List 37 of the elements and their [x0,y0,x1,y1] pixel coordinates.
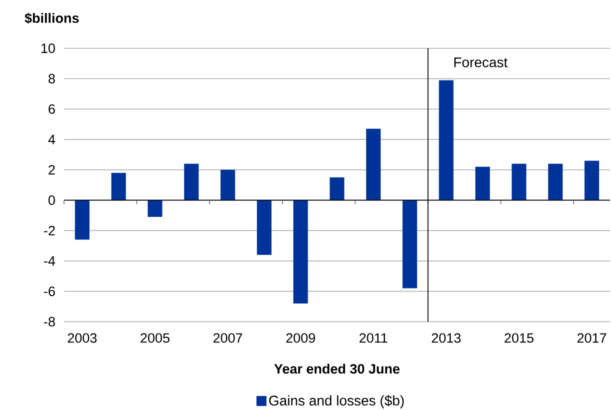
y-axis-title: $billions [24,12,79,24]
y-tick-label: -4 [44,256,56,266]
x-tick-label: 2007 [213,333,242,343]
y-tick-label: -6 [44,286,55,296]
bar [366,128,381,200]
bar [293,200,308,304]
y-tick-label: 6 [48,104,55,114]
x-tick-label: 2013 [432,333,461,343]
y-tick-label: -8 [44,316,55,326]
bar [402,200,418,288]
x-tick-label: 2017 [577,333,606,343]
bar [74,200,90,240]
x-tick-label: 2005 [140,333,170,343]
x-axis-title: Year ended 30 June [274,364,400,374]
bar [111,172,126,200]
x-tick-label: 2003 [68,333,97,343]
bar [548,164,563,200]
bar [220,170,236,200]
bar [330,177,344,200]
bar [475,166,490,200]
y-tick-label: 2 [48,165,55,175]
y-tick-label: 10 [41,44,55,54]
bar [584,160,600,200]
y-tick-label: 8 [48,74,55,84]
bar [512,164,526,200]
y-tick-label: 4 [48,134,56,144]
bar [148,200,162,217]
bar [256,200,272,255]
y-tick-label: -2 [44,226,55,236]
x-tick-label: 2011 [360,333,388,343]
legend-label: Gains and losses ($b) [269,395,404,408]
x-tick-label: 2015 [504,333,534,343]
bar [438,80,454,200]
bar [184,164,199,200]
x-tick-label: 2009 [286,333,315,343]
y-tick-label: 0 [48,195,55,205]
ref-line-label: Forecast [454,58,508,68]
